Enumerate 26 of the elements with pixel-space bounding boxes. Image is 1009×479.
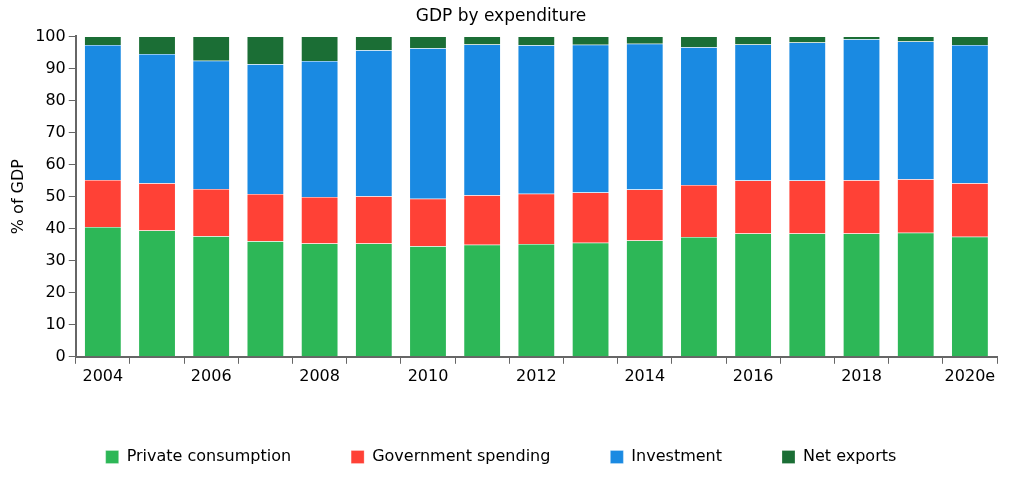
y-tick-label: 40 — [45, 217, 66, 237]
y-tick-label: 20 — [45, 281, 66, 301]
y-tick-label: 60 — [45, 153, 66, 173]
y-tick-label: 30 — [45, 249, 66, 269]
y-tick-label: 80 — [45, 89, 66, 109]
x-tick-label: 2006 — [190, 365, 232, 385]
legend-label: Net exports — [803, 446, 897, 466]
y-axis-title: % of GDP — [7, 158, 27, 235]
x-tick-label: 2018 — [841, 365, 882, 385]
x-tick-label: 2008 — [299, 365, 340, 385]
x-tick-label: 2020e — [944, 365, 996, 385]
x-tick-label: 2016 — [732, 365, 774, 385]
legend-label: Private consumption — [126, 446, 292, 466]
x-tick-label: 2004 — [82, 365, 124, 385]
y-tick-label: 50 — [45, 185, 66, 205]
x-tick-label: 2014 — [624, 365, 666, 385]
y-tick-label: 100 — [35, 25, 66, 45]
chart-title: GDP by expenditure — [415, 4, 587, 25]
x-tick-label: 2010 — [407, 365, 449, 385]
legend-label: Investment — [631, 446, 722, 466]
y-tick-label: 10 — [45, 313, 66, 333]
x-tick-label: 2012 — [516, 365, 557, 385]
y-tick-label: 70 — [45, 121, 66, 141]
legend-label: Government spending — [372, 446, 551, 466]
y-tick-label: 0 — [55, 345, 66, 365]
y-tick-label: 90 — [45, 57, 66, 77]
